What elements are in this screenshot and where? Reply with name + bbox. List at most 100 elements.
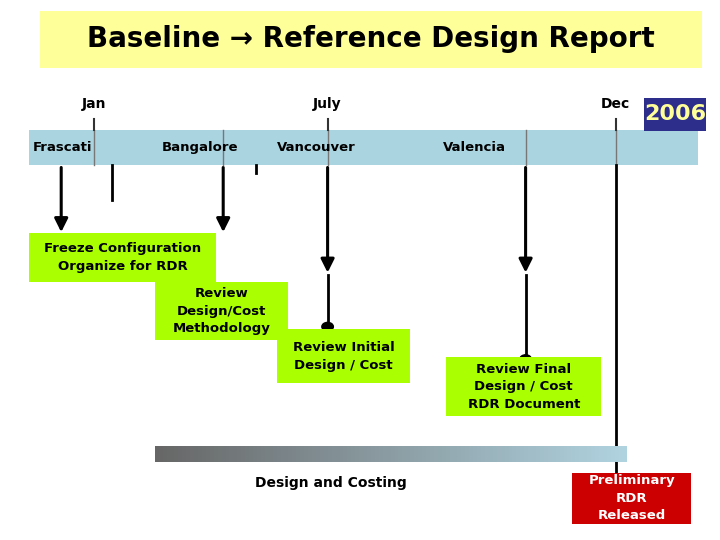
Text: 2006: 2006 (644, 104, 706, 125)
FancyBboxPatch shape (422, 446, 427, 462)
FancyBboxPatch shape (465, 446, 470, 462)
FancyBboxPatch shape (611, 446, 616, 462)
FancyBboxPatch shape (618, 446, 624, 462)
FancyBboxPatch shape (379, 446, 384, 462)
FancyBboxPatch shape (289, 446, 293, 462)
FancyBboxPatch shape (261, 446, 266, 462)
Text: Dec: Dec (601, 97, 630, 111)
FancyBboxPatch shape (304, 446, 309, 462)
FancyBboxPatch shape (489, 446, 493, 462)
FancyBboxPatch shape (202, 446, 207, 462)
FancyBboxPatch shape (434, 446, 438, 462)
FancyBboxPatch shape (485, 446, 490, 462)
FancyBboxPatch shape (246, 446, 250, 462)
FancyBboxPatch shape (233, 446, 238, 462)
FancyBboxPatch shape (198, 446, 203, 462)
Text: Valencia: Valencia (443, 140, 505, 154)
FancyBboxPatch shape (217, 446, 222, 462)
FancyBboxPatch shape (281, 446, 285, 462)
FancyBboxPatch shape (595, 446, 600, 462)
FancyBboxPatch shape (414, 446, 419, 462)
FancyBboxPatch shape (607, 446, 611, 462)
FancyBboxPatch shape (644, 98, 706, 131)
FancyBboxPatch shape (500, 446, 505, 462)
FancyBboxPatch shape (174, 446, 179, 462)
FancyBboxPatch shape (390, 446, 395, 462)
FancyBboxPatch shape (308, 446, 312, 462)
FancyBboxPatch shape (426, 446, 431, 462)
FancyBboxPatch shape (182, 446, 187, 462)
FancyBboxPatch shape (273, 446, 277, 462)
Circle shape (610, 482, 621, 490)
FancyBboxPatch shape (257, 446, 261, 462)
FancyBboxPatch shape (186, 446, 191, 462)
FancyBboxPatch shape (284, 446, 289, 462)
FancyBboxPatch shape (300, 446, 305, 462)
Text: Frascati: Frascati (32, 140, 92, 154)
FancyBboxPatch shape (508, 446, 513, 462)
Text: July: July (313, 97, 342, 111)
FancyBboxPatch shape (418, 446, 423, 462)
FancyBboxPatch shape (454, 446, 458, 462)
FancyBboxPatch shape (603, 446, 608, 462)
Text: Baseline → Reference Design Report: Baseline → Reference Design Report (87, 25, 654, 53)
FancyBboxPatch shape (238, 446, 242, 462)
FancyBboxPatch shape (441, 446, 446, 462)
FancyBboxPatch shape (316, 446, 320, 462)
FancyBboxPatch shape (347, 446, 352, 462)
FancyBboxPatch shape (230, 446, 234, 462)
FancyBboxPatch shape (457, 446, 462, 462)
FancyBboxPatch shape (575, 446, 580, 462)
FancyBboxPatch shape (276, 446, 282, 462)
FancyBboxPatch shape (351, 446, 356, 462)
FancyBboxPatch shape (265, 446, 269, 462)
FancyBboxPatch shape (155, 282, 288, 340)
FancyBboxPatch shape (206, 446, 210, 462)
FancyBboxPatch shape (591, 446, 595, 462)
FancyBboxPatch shape (623, 446, 627, 462)
FancyBboxPatch shape (492, 446, 498, 462)
FancyBboxPatch shape (29, 130, 698, 165)
FancyBboxPatch shape (359, 446, 364, 462)
FancyBboxPatch shape (615, 446, 619, 462)
FancyBboxPatch shape (446, 357, 601, 416)
FancyBboxPatch shape (375, 446, 379, 462)
FancyBboxPatch shape (505, 446, 509, 462)
FancyBboxPatch shape (544, 446, 549, 462)
FancyBboxPatch shape (572, 446, 576, 462)
FancyBboxPatch shape (572, 472, 691, 524)
FancyBboxPatch shape (163, 446, 167, 462)
FancyBboxPatch shape (599, 446, 603, 462)
FancyBboxPatch shape (513, 446, 517, 462)
FancyBboxPatch shape (481, 446, 485, 462)
FancyBboxPatch shape (438, 446, 442, 462)
FancyBboxPatch shape (524, 446, 529, 462)
FancyBboxPatch shape (158, 446, 163, 462)
Text: Preliminary
RDR
Released: Preliminary RDR Released (588, 474, 675, 522)
FancyBboxPatch shape (179, 446, 183, 462)
FancyBboxPatch shape (430, 446, 435, 462)
Text: Review
Design/Cost
Methodology: Review Design/Cost Methodology (173, 287, 270, 335)
FancyBboxPatch shape (406, 446, 411, 462)
FancyBboxPatch shape (363, 446, 368, 462)
FancyBboxPatch shape (383, 446, 387, 462)
FancyBboxPatch shape (324, 446, 328, 462)
FancyBboxPatch shape (253, 446, 258, 462)
FancyBboxPatch shape (536, 446, 541, 462)
FancyBboxPatch shape (277, 329, 410, 383)
FancyBboxPatch shape (395, 446, 399, 462)
FancyBboxPatch shape (473, 446, 478, 462)
Text: Review Final
Design / Cost
RDR Document: Review Final Design / Cost RDR Document (467, 363, 580, 410)
Text: Design and Costing: Design and Costing (256, 476, 407, 490)
FancyBboxPatch shape (548, 446, 552, 462)
FancyBboxPatch shape (552, 446, 557, 462)
FancyBboxPatch shape (410, 446, 415, 462)
FancyBboxPatch shape (297, 446, 301, 462)
FancyBboxPatch shape (40, 11, 702, 68)
FancyBboxPatch shape (446, 446, 450, 462)
Text: Jan: Jan (81, 97, 106, 111)
FancyBboxPatch shape (355, 446, 360, 462)
FancyBboxPatch shape (336, 446, 341, 462)
Text: Bangalore: Bangalore (162, 140, 238, 154)
FancyBboxPatch shape (398, 446, 403, 462)
